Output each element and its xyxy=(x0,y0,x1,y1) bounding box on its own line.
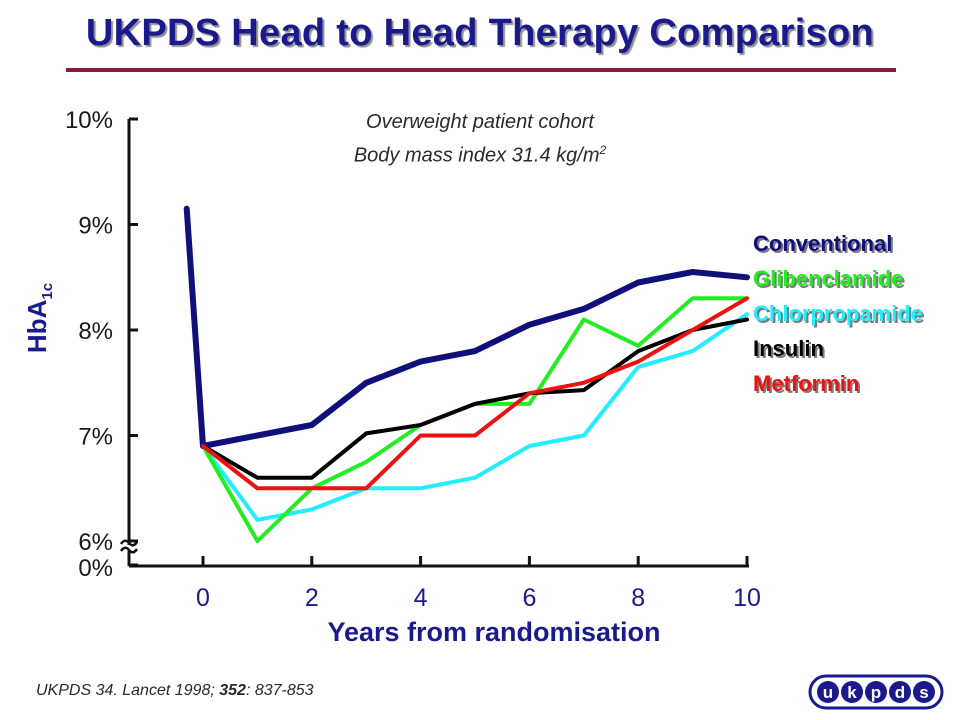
subtitle-superscript: 2 xyxy=(599,143,607,157)
logo-letter: s xyxy=(919,683,928,702)
subtitle-bmi-text: Body mass index 31.4 kg/m xyxy=(353,144,600,167)
series-line-conventional xyxy=(183,205,750,449)
series-line-glibenclamide xyxy=(201,296,749,543)
logo-letter-disc xyxy=(817,681,839,703)
logo-letter-disc xyxy=(889,681,911,703)
y-tick-label: 7% xyxy=(78,424,113,451)
legend-label-insulin: Insulin xyxy=(753,336,824,361)
chart-subtitle: Overweight patient cohort Body mass inde… xyxy=(280,108,680,170)
chart-axes: 6% 7% 8% 9% 10% 0% 0 2 4 6 8 10 Years from randomisa… xyxy=(22,107,761,647)
series-line-chlorpropamide xyxy=(201,312,749,522)
x-tick-label: 0 xyxy=(196,584,210,612)
legend-shadow-glibenclamide: Glibenclamide xyxy=(755,268,905,293)
logo-letter: p xyxy=(871,683,881,702)
legend-label-glibenclamide: Glibenclamide xyxy=(753,266,903,291)
legend-shadow-insulin: Insulin xyxy=(755,338,826,363)
legend-shadow-conventional: Conventional xyxy=(755,233,894,258)
logo-letter: k xyxy=(847,683,857,702)
citation-volume: 352 xyxy=(219,682,246,699)
series-line-metformin xyxy=(201,296,749,491)
x-tick-label: 8 xyxy=(631,584,645,612)
y-axis-break-bottom xyxy=(119,546,139,554)
y-tick-label: 10% xyxy=(65,107,113,134)
legend-label-chlorpropamide: Chlorpropamide xyxy=(753,301,923,326)
slide-title: UKPDS Head to Head Therapy Comparison xyxy=(85,12,875,54)
citation-prefix: UKPDS 34. Lancet 1998; xyxy=(36,682,220,699)
legend-label-conventional: Conventional xyxy=(753,231,892,256)
legend-label-metformin: Metformin xyxy=(753,371,859,396)
y-tick-label: 9% xyxy=(78,213,113,240)
x-tick-label: 4 xyxy=(414,584,428,612)
y-zero-label: 0% xyxy=(78,555,113,582)
x-tick-label: 2 xyxy=(305,584,319,612)
y-axis-break-top xyxy=(119,539,139,547)
y-tick-label: 6% xyxy=(78,529,113,556)
citation: UKPDS 34. Lancet 1998; 352: 837-853 xyxy=(36,682,314,700)
x-tick-label: 10 xyxy=(733,584,761,612)
y-tick-label: 8% xyxy=(78,318,113,345)
chart-legend: ConventionalConventionalGlibenclamideGli… xyxy=(753,231,925,398)
logo-letter: u xyxy=(823,683,833,702)
citation-pages: : 837-853 xyxy=(245,682,314,699)
legend-shadow-chlorpropamide: Chlorpropamide xyxy=(755,303,925,328)
logo-letter-disc xyxy=(865,681,887,703)
subtitle-line-2: Body mass index 31.4 kg/m2 xyxy=(280,136,680,170)
series-line-insulin xyxy=(201,317,749,480)
y-axis-title-main: HbA xyxy=(22,299,52,353)
y-axis-title: HbA1c xyxy=(22,283,56,353)
y-axis-title-subscript: 1c xyxy=(39,283,56,300)
title-underline xyxy=(66,68,896,72)
logo-letter-disc xyxy=(913,681,935,703)
x-axis-title: Years from randomisation xyxy=(327,617,660,647)
subtitle-line-1: Overweight patient cohort xyxy=(366,111,594,133)
x-tick-label: 6 xyxy=(522,584,536,612)
logo-letter-disc xyxy=(841,681,863,703)
logo-letter: d xyxy=(895,683,905,702)
legend-shadow-metformin: Metformin xyxy=(755,373,861,398)
series-layer xyxy=(183,205,750,543)
